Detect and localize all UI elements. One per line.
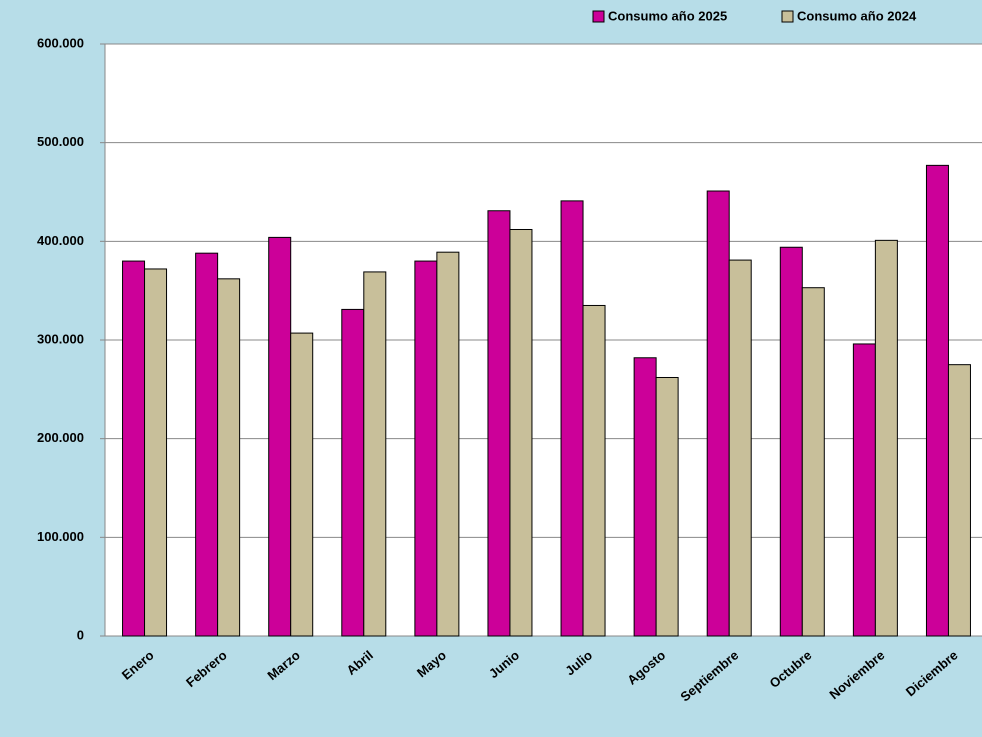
bar	[414, 260, 438, 637]
y-tick-label: 400.000	[37, 233, 84, 248]
x-tick-label: Abril	[344, 647, 376, 678]
bar	[706, 190, 730, 637]
bar	[925, 164, 949, 637]
x-tick-label: Junio	[486, 647, 522, 681]
x-tick-label: Octubre	[767, 647, 815, 691]
bar	[582, 304, 606, 637]
bar	[363, 271, 387, 637]
y-tick-label: 500.000	[37, 134, 84, 149]
bar	[801, 287, 825, 637]
x-tick-label: Agosto	[624, 647, 668, 687]
legend-swatch	[781, 10, 794, 23]
y-tick-label: 100.000	[37, 529, 84, 544]
bar	[268, 236, 292, 637]
x-tick-label: Marzo	[264, 647, 302, 683]
bar	[290, 332, 314, 637]
legend: Consumo año 2025 Consumo año 2024	[592, 8, 917, 23]
bar	[509, 228, 533, 637]
x-tick-label: Julio	[562, 647, 595, 678]
bar	[436, 251, 460, 637]
y-tick-label: 600.000	[37, 35, 84, 50]
bar	[874, 239, 898, 637]
bar	[144, 268, 168, 637]
bar	[560, 200, 584, 637]
y-tick-label: 0	[77, 627, 84, 642]
bar	[655, 376, 679, 637]
bar	[633, 357, 657, 637]
bar	[217, 278, 241, 637]
bar	[852, 343, 876, 637]
x-tick-label: Noviembre	[826, 647, 887, 702]
bar	[947, 364, 971, 637]
legend-label: Consumo año 2025	[608, 8, 727, 23]
x-tick-label: Mayo	[414, 647, 449, 680]
bar	[195, 252, 219, 637]
bar	[779, 246, 803, 637]
y-tick-label: 300.000	[37, 331, 84, 346]
bar	[122, 260, 146, 637]
x-tick-label: Febrero	[183, 647, 230, 690]
x-tick-label: Diciembre	[903, 647, 961, 699]
legend-swatch	[592, 10, 605, 23]
y-tick-label: 200.000	[37, 430, 84, 445]
bar	[341, 308, 365, 637]
bar	[487, 210, 511, 637]
x-tick-label: Septiembre	[677, 647, 741, 704]
bar	[728, 259, 752, 637]
legend-label: Consumo año 2024	[797, 8, 917, 23]
x-tick-label: Enero	[119, 647, 157, 682]
